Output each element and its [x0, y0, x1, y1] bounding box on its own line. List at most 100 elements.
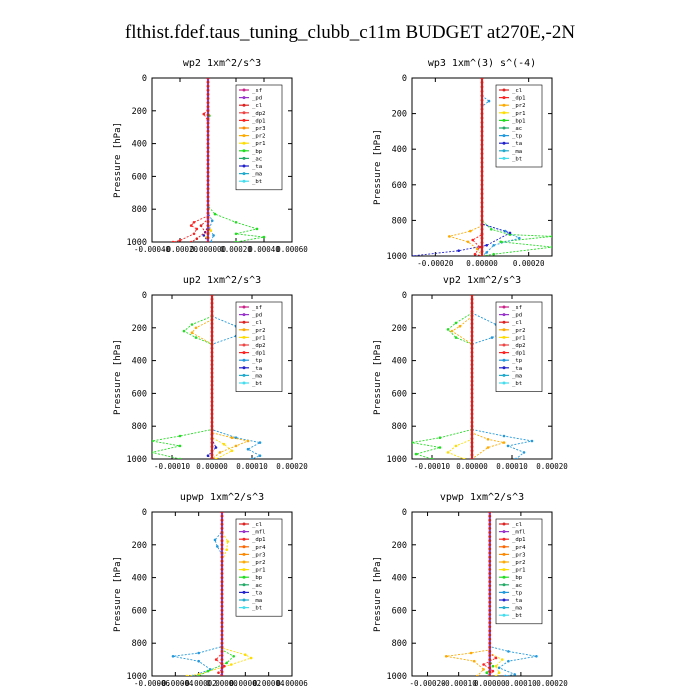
zero-marker [220, 563, 224, 567]
zero-marker [480, 98, 484, 102]
legend-marker [502, 530, 506, 534]
zero-marker [488, 625, 492, 629]
legend-marker [242, 522, 246, 526]
zero-marker [210, 424, 214, 428]
zero-marker [470, 346, 474, 350]
data-point [508, 231, 512, 235]
zero-marker [488, 539, 492, 543]
y-tick-label: 0 [402, 508, 407, 518]
legend-marker [502, 96, 506, 100]
data-point [171, 655, 175, 658]
data-point [486, 446, 490, 449]
y-tick-label: 400 [392, 574, 407, 584]
zero-marker [210, 346, 214, 350]
zero-marker [220, 555, 224, 559]
data-point [482, 663, 485, 666]
zero-marker [210, 330, 214, 334]
zero-marker [220, 580, 224, 584]
zero-marker [470, 424, 474, 428]
zero-marker [480, 156, 484, 160]
plot-frame [411, 511, 553, 677]
zero-marker [488, 512, 492, 514]
x-tick-label: 0.00000 [456, 462, 488, 471]
zero-marker [480, 94, 484, 98]
legend-marker [242, 583, 246, 587]
legend-marker [242, 545, 246, 549]
zero-marker [480, 241, 484, 245]
zero-marker [210, 433, 214, 436]
legend-label: _dp1 [252, 118, 265, 124]
legend-marker [502, 335, 506, 339]
zero-marker [488, 592, 492, 596]
zero-marker [220, 576, 224, 579]
zero-marker [470, 445, 474, 449]
zero-marker [488, 514, 492, 518]
zero-marker [480, 112, 484, 115]
data-point [171, 240, 175, 242]
zero-marker [210, 310, 214, 313]
zero-marker [206, 187, 210, 191]
series-line-ta [412, 78, 512, 256]
y-tick-label: 200 [132, 541, 147, 551]
zero-marker [210, 342, 214, 346]
zero-marker [488, 588, 492, 592]
data-point [469, 651, 473, 655]
legend-marker [242, 164, 246, 168]
data-point [412, 441, 414, 444]
zero-marker [470, 404, 474, 408]
x-tick-label: 0.00002 [230, 679, 262, 688]
zero-marker [206, 199, 210, 203]
legend-label: _ac [512, 583, 522, 589]
data-point [190, 323, 194, 326]
y-tick-label: 0 [402, 291, 407, 301]
zero-marker [210, 408, 214, 412]
data-point [234, 232, 238, 236]
zero-marker [206, 224, 210, 228]
data-point [217, 671, 220, 674]
zero-marker [206, 134, 210, 137]
legend-marker [502, 126, 506, 130]
data-point [225, 548, 228, 551]
legend-marker [502, 141, 506, 145]
y-tick-label: 1000 [127, 672, 147, 682]
legend-label: _cl [512, 522, 522, 528]
zero-marker [488, 600, 492, 604]
zero-marker [488, 531, 492, 534]
zero-marker [206, 216, 210, 219]
zero-marker [480, 125, 484, 129]
y-tick-label: 400 [132, 574, 147, 584]
zero-marker [470, 295, 474, 297]
zero-marker [220, 633, 224, 637]
zero-marker [480, 103, 484, 107]
legend-label: _cl [252, 320, 262, 326]
zero-marker [210, 326, 214, 330]
zero-marker [210, 338, 214, 342]
data-point [214, 457, 218, 459]
zero-marker [206, 232, 210, 236]
data-point [499, 240, 503, 244]
zero-marker [206, 97, 210, 100]
legend-label: _bt [512, 156, 522, 162]
legend-label: _ma [512, 373, 522, 379]
data-point [507, 650, 510, 653]
zero-marker [220, 617, 224, 620]
data-point [490, 228, 493, 231]
chart-panel-3: up2 1xm^2/s^3 0 200 400 600 800 1000 -0.00010 0.… [113, 275, 308, 471]
data-point [214, 446, 218, 449]
data-point [502, 434, 506, 438]
y-tick-label: 800 [132, 422, 147, 432]
data-point [210, 219, 214, 222]
x-tick-label: 0.00020 [220, 245, 252, 254]
zero-marker [488, 551, 492, 555]
zero-marker [210, 400, 214, 403]
data-point [504, 229, 507, 233]
legend-marker [502, 358, 506, 362]
legend-marker [502, 320, 506, 324]
zero-marker [206, 183, 210, 187]
data-point [262, 235, 266, 239]
legend-marker [242, 575, 246, 579]
zero-marker [470, 392, 474, 395]
legend-label: _cl [252, 103, 262, 109]
chart-panel-1: wp2 1xm^2/s^3 0 200 400 600 800 1000-0.00040-0… [113, 58, 308, 254]
legend-marker [242, 156, 246, 160]
